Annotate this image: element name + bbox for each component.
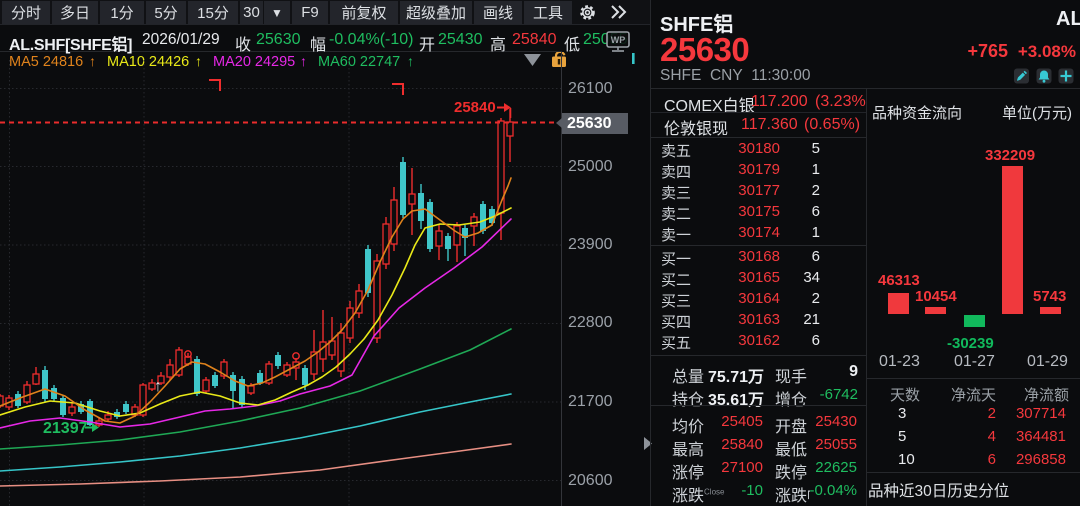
svg-text:25840: 25840: [454, 99, 496, 116]
svg-text:↑: ↑: [154, 378, 162, 395]
svg-text:WP: WP: [611, 35, 626, 45]
svg-text:21397: 21397: [43, 420, 88, 437]
